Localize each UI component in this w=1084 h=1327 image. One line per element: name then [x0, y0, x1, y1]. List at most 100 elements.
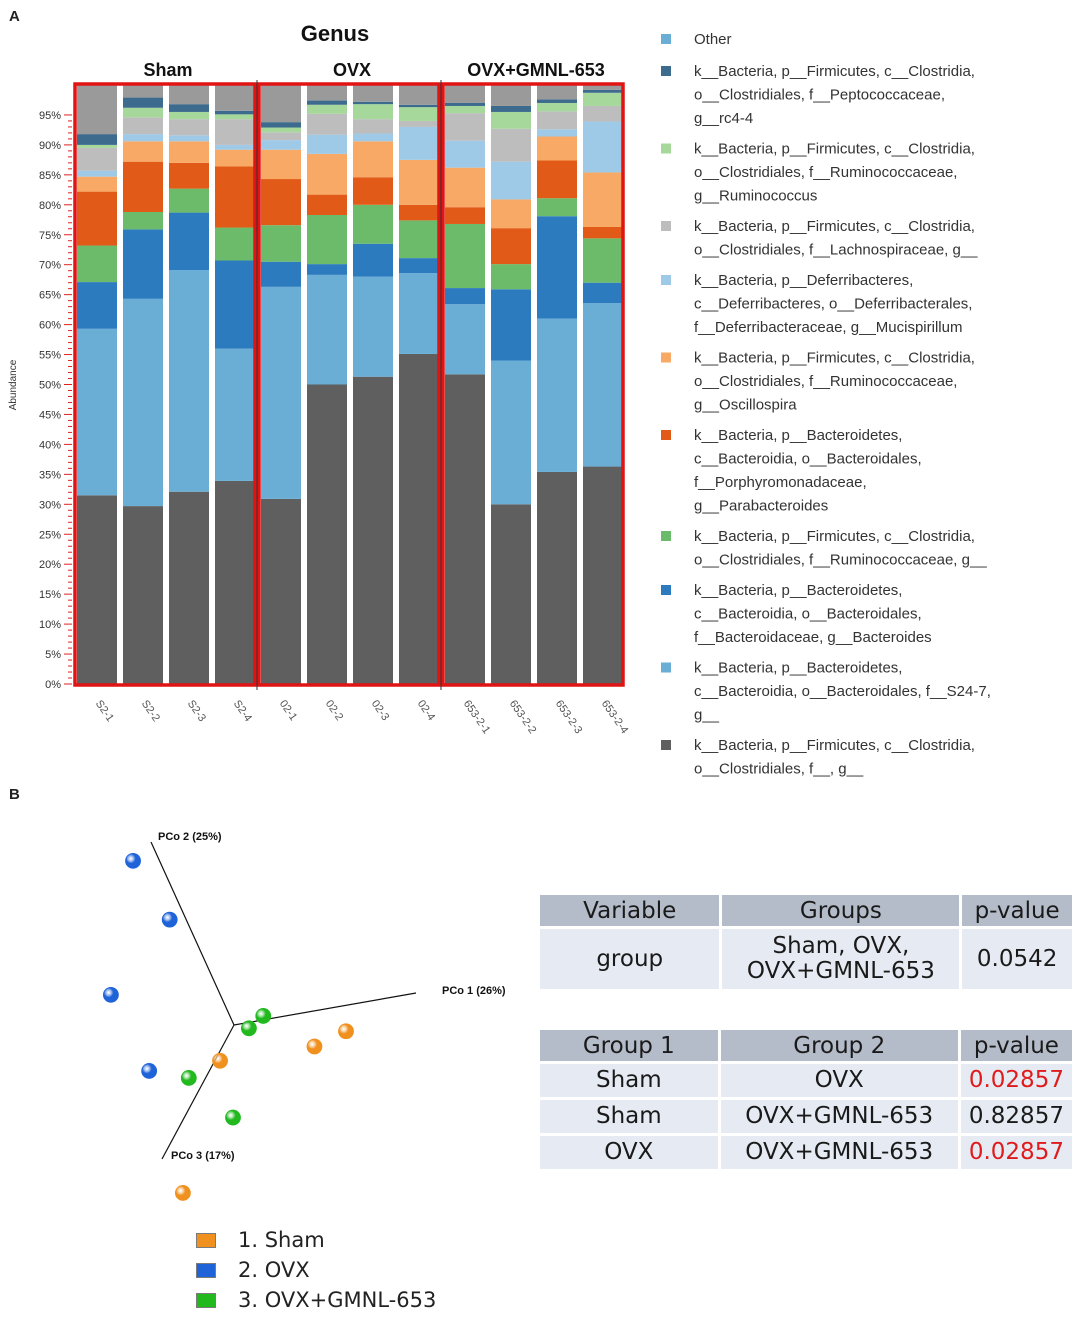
group-legend: 1. Sham 2. OVX 3. OVX+GMNL-653	[196, 1225, 436, 1315]
point-ovx	[125, 852, 141, 869]
legend-swatch	[661, 143, 671, 154]
bar-segment	[77, 147, 117, 171]
bar-segment	[123, 229, 163, 299]
bar-segment	[445, 140, 485, 168]
y-tick-label: 25%	[39, 529, 61, 541]
legend-entry: o__Clostridiales, f__Ruminococcaceae,	[694, 373, 957, 390]
bar-segment	[445, 105, 485, 114]
y-tick-label: 0%	[45, 679, 61, 691]
cell-groups-line2: OVX+GMNL-653	[746, 958, 935, 984]
legend-swatch	[661, 275, 671, 285]
bar-segment	[399, 85, 439, 105]
panel-a-label: A	[9, 8, 20, 25]
bar-segment	[215, 144, 255, 150]
bar-segment	[215, 166, 255, 228]
bar-segment	[261, 225, 301, 262]
legend-entry: c__Bacteroidia, o__Bacteroidales,	[694, 451, 922, 468]
bar-segment	[123, 506, 163, 684]
row2-p-value: 0.82857	[960, 1100, 1072, 1133]
bar-segment	[353, 376, 393, 684]
header-variable: Variable	[540, 895, 720, 926]
bar-segment	[307, 264, 347, 275]
x-tick-label: 653-2-3	[553, 698, 585, 736]
bar-segment	[307, 384, 347, 684]
legend-entry: k__Bacteria, p__Firmicutes, c__Clostridi…	[694, 63, 975, 80]
bar-segment	[445, 113, 485, 141]
legend-entry: c__Bacteroidia, o__Bacteroidales,	[694, 606, 922, 623]
bar-segment	[537, 198, 577, 217]
bar-segment	[445, 102, 485, 106]
permanova-table: Variable Groups p-value group Sham, OVX,…	[537, 892, 1075, 992]
bar-segment	[123, 298, 163, 507]
bar-segment	[583, 238, 623, 283]
panel-b-label: B	[9, 786, 20, 803]
bar-segment	[169, 104, 209, 112]
bar-segment	[123, 134, 163, 142]
bar-segment	[583, 466, 623, 684]
legend-entry: c__Deferribacteres, o__Deferribacterales…	[694, 296, 972, 313]
bar-segment	[215, 227, 255, 261]
legend-swatch	[661, 221, 671, 231]
bar-segment	[77, 134, 117, 145]
point-sham	[338, 1023, 354, 1040]
group-legend-sham: 1. Sham	[196, 1225, 436, 1255]
legend-entry: k__Bacteria, p__Firmicutes, c__Clostridi…	[694, 141, 975, 158]
point-ovx	[141, 1063, 158, 1079]
point-ovx-gmnl-653	[255, 1008, 272, 1024]
bar-segment	[537, 99, 577, 103]
bar-segment	[583, 89, 623, 93]
bar-segment	[215, 114, 255, 120]
bar-segment	[491, 161, 531, 200]
bar-segment	[307, 104, 347, 114]
bar-segment	[169, 188, 209, 213]
legend-entry: c__Bacteroidia, o__Bacteroidales, f__S24…	[694, 683, 991, 700]
bar-segment	[123, 107, 163, 118]
bar-segment	[399, 353, 439, 684]
legend-entry: k__Bacteria, p__Bacteroidetes,	[694, 582, 902, 599]
bar-segment	[537, 318, 577, 472]
legend-entry: f__Porphyromonadaceae,	[694, 474, 867, 491]
legend-entry: k__Bacteria, p__Firmicutes, c__Clostridi…	[694, 528, 975, 545]
bar-segment	[307, 85, 347, 101]
point-ovx-gmnl-653	[225, 1109, 241, 1126]
legend-swatch	[661, 585, 671, 595]
group-frame	[441, 82, 625, 687]
bar-segment	[399, 159, 439, 205]
y-tick-label: 75%	[39, 230, 61, 242]
bar-segment	[169, 85, 209, 105]
bar-segment	[491, 360, 531, 505]
bar-segment	[261, 122, 301, 128]
bar-segment	[399, 104, 439, 108]
bar-segment	[353, 101, 393, 105]
bar-segment	[445, 85, 485, 103]
bar-segment	[123, 117, 163, 135]
bar-segment	[537, 85, 577, 100]
y-tick-label: 85%	[39, 170, 61, 182]
row2-group-1: Sham	[540, 1100, 718, 1133]
bar-segment	[353, 276, 393, 377]
bar-segment	[215, 260, 255, 349]
legend-entry: g__Oscillospira	[694, 397, 797, 414]
bar-segment	[537, 160, 577, 199]
legend-swatch-gmnl	[196, 1292, 216, 1308]
y-tick-label: 15%	[39, 589, 61, 601]
bar-segment	[307, 134, 347, 154]
bar-segment	[169, 162, 209, 189]
point-sham	[212, 1052, 228, 1069]
cell-groups: Sham, OVX, OVX+GMNL-653	[722, 929, 960, 989]
legend-swatch	[661, 66, 671, 76]
legend-entry: Other	[694, 31, 732, 48]
bar-segment	[77, 245, 117, 283]
bar-segment	[583, 85, 623, 90]
row3-p-value: 0.02857	[960, 1136, 1072, 1169]
bar-segment	[491, 289, 531, 361]
legend-entry: o__Clostridiales, f__, g__	[694, 761, 864, 778]
bar-segment	[307, 113, 347, 135]
bar-segment	[261, 85, 301, 123]
bar-segment	[445, 223, 485, 289]
y-tick-label: 55%	[39, 350, 61, 362]
group-legend-gmnl: 3. OVX+GMNL-653	[196, 1285, 436, 1315]
bar-segment	[123, 85, 163, 98]
bar-segment	[307, 214, 347, 265]
y-tick-label: 50%	[39, 380, 61, 392]
